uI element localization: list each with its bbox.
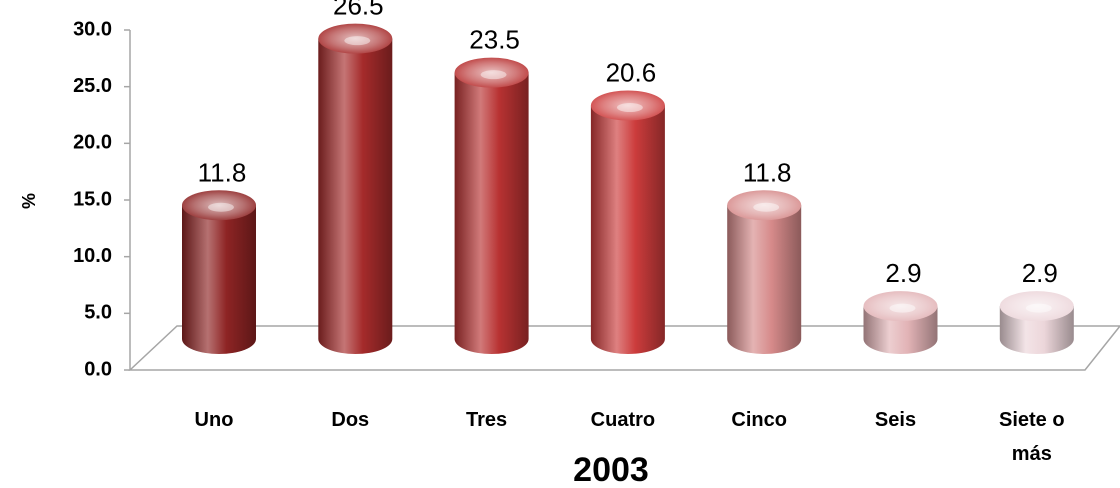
data-label: 11.8: [198, 157, 247, 187]
bar: [590, 90, 665, 355]
bar-top: [590, 90, 665, 121]
bar-highlight: [1025, 303, 1052, 313]
bar-highlight: [344, 36, 371, 46]
bar-top: [182, 190, 256, 221]
bar-top: [863, 291, 938, 322]
bar-body: [182, 205, 256, 354]
data-label: 2.9: [1022, 258, 1058, 288]
data-label: 11.8: [743, 157, 792, 187]
category-axis: Uno Dos Tres Cuatro Cinco Seis Siete o más: [195, 409, 1065, 465]
bar-highlight: [889, 303, 916, 313]
bars: [182, 23, 1074, 355]
category-label: más: [1012, 443, 1052, 465]
data-label: 23.5: [469, 25, 520, 55]
y-tick-label: 10.0: [73, 245, 112, 267]
y-tick-label: 5.0: [84, 302, 112, 324]
bar-body: [454, 72, 529, 355]
category-label: Dos: [331, 409, 369, 431]
y-tick-label: 15.0: [73, 188, 112, 210]
y-tick-label: 25.0: [73, 75, 112, 97]
bar: [999, 291, 1074, 354]
category-label: Uno: [195, 409, 234, 431]
bar-body: [590, 105, 665, 355]
bar-top: [318, 23, 393, 54]
bar-highlight: [480, 70, 507, 80]
bar-top: [999, 291, 1074, 322]
data-label: 20.6: [606, 58, 657, 88]
y-tick-label: 0.0: [84, 358, 112, 380]
bar: [727, 190, 802, 354]
bar: [182, 190, 256, 354]
category-label: Cinco: [731, 409, 787, 431]
y-axis-label: %: [19, 193, 39, 209]
bar-highlight: [208, 202, 234, 212]
chart-floor: [128, 325, 1120, 371]
bar-highlight: [753, 202, 780, 212]
data-labels: 11.8 26.5 23.5 20.6 11.8 2.9 2.9: [198, 0, 1058, 288]
category-label: Seis: [875, 409, 916, 431]
bar-highlight: [616, 103, 643, 113]
bar-top: [727, 190, 802, 221]
bar-top: [454, 57, 529, 88]
value-axis: 0.0 5.0 10.0 15.0 20.0 25.0 30.0: [73, 18, 131, 380]
data-label: 2.9: [885, 258, 921, 288]
y-tick-label: 30.0: [73, 18, 112, 40]
bar: [863, 291, 938, 354]
category-label: Siete o: [999, 409, 1065, 431]
bar-body: [727, 205, 802, 354]
y-tick-label: 20.0: [73, 132, 112, 154]
category-label: Tres: [466, 409, 507, 431]
data-label: 26.5: [333, 0, 384, 21]
floor-plane: [128, 325, 1120, 371]
bar: [318, 23, 393, 355]
chart-title: 2003: [573, 451, 649, 488]
bar-body: [318, 38, 393, 355]
category-label: Cuatro: [591, 409, 655, 431]
bar: [454, 57, 529, 355]
